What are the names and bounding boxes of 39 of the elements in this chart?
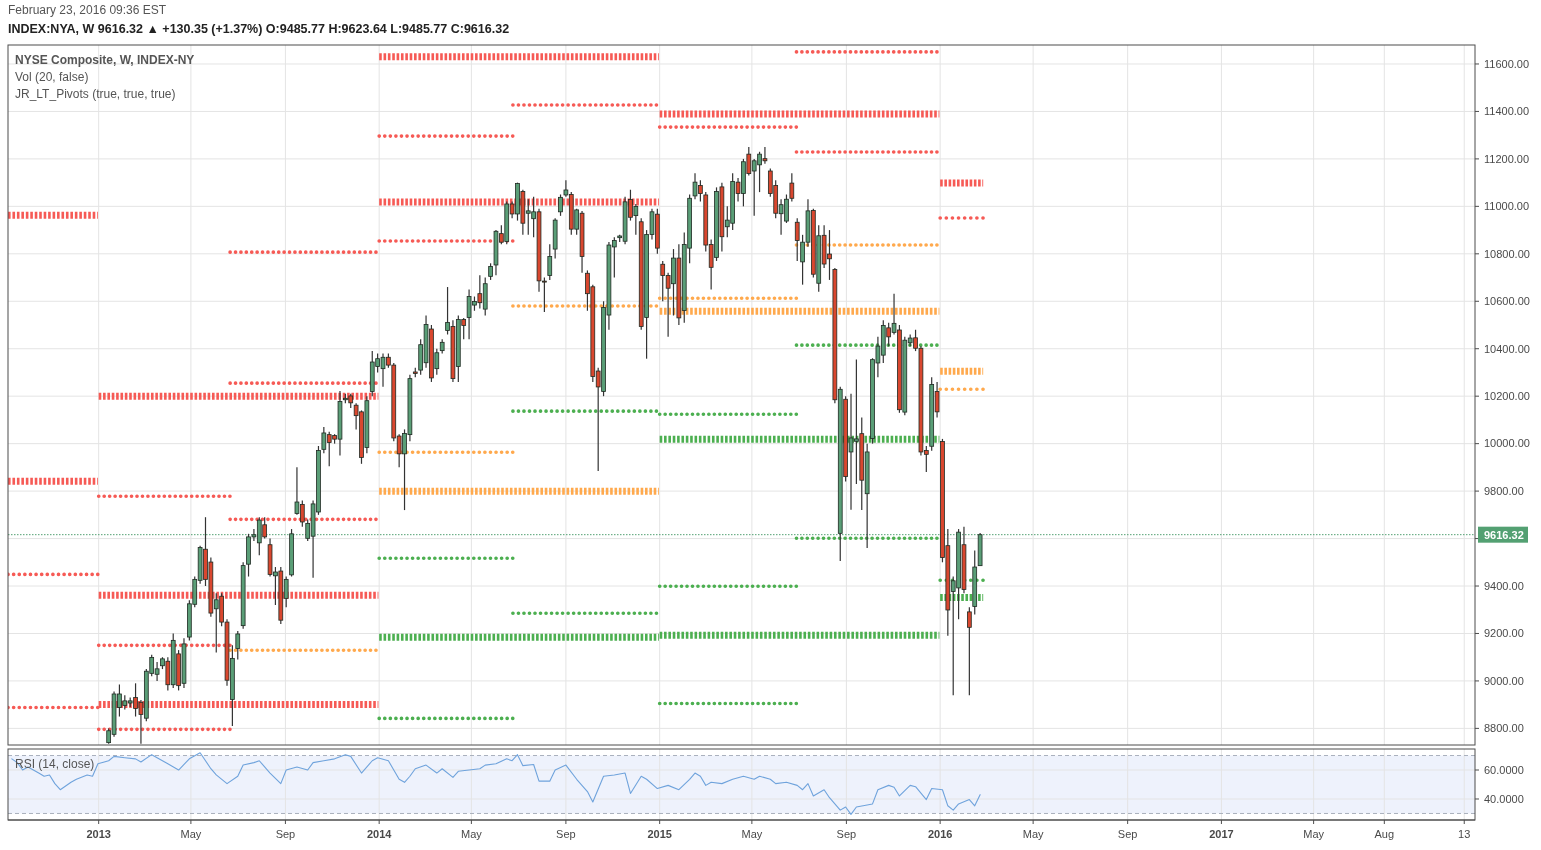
x-tick-label: May: [1303, 828, 1325, 840]
y-tick-label: 10200.00: [1484, 390, 1530, 403]
x-tick-label: Aug: [1374, 828, 1395, 840]
x-tick-label: Sep: [1117, 828, 1138, 840]
y-tick-label: 9800.00: [1484, 484, 1524, 497]
text: February 23, 2016 09:36 EST: [8, 3, 167, 17]
annotation: Vol (20, false): [15, 70, 89, 84]
x-tick-label: 2014: [366, 828, 393, 840]
y-tick-label: 11200.00: [1484, 152, 1530, 165]
text: NYSE Composite, W, INDEX-NY: [15, 53, 195, 67]
y-tick-label: 8800.00: [1484, 722, 1524, 735]
x-tick-label: May: [180, 828, 202, 840]
x-tick-label: Sep: [836, 828, 857, 840]
y-tick-label: 9200.00: [1484, 627, 1524, 640]
y-tick-label: 10400.00: [1484, 342, 1530, 355]
annotation: JR_LT_Pivots (true, true, true): [15, 87, 176, 101]
y-tick-label: 40.0000: [1484, 792, 1524, 805]
y-tick-label: 9400.00: [1484, 579, 1524, 592]
x-tick-label: 13: [1458, 828, 1471, 840]
y-tick-label: 10800.00: [1484, 247, 1530, 260]
ref-line-label: 9616.32: [1484, 528, 1524, 541]
x-tick-label: 2016: [927, 828, 953, 840]
x-tick-label: May: [460, 828, 483, 840]
chart-title: INDEX:NYA, W 9616.32 ▲ +130.35 (+1.37%) O:9485.77 H:9623.64 L:9485.77 C:9616.32: [8, 22, 510, 36]
x-tick-label: Sep: [556, 828, 576, 840]
y-tick-label: 9000.00: [1484, 674, 1524, 687]
y-tick-label: 10000.00: [1484, 437, 1530, 450]
text: RSI (14, close): [15, 757, 95, 771]
x-tick-label: May: [741, 828, 763, 840]
y-tick-label: 11400.00: [1484, 105, 1530, 118]
x-tick-label: 2013: [86, 828, 111, 840]
y-tick-label: 60.0000: [1484, 763, 1524, 776]
y-tick-label: 11600.00: [1484, 57, 1530, 70]
x-tick-label: Sep: [275, 828, 296, 840]
x-tick-label: 2015: [647, 828, 672, 840]
y-tick-label: 10600.00: [1484, 295, 1530, 308]
y-tick-label: 11000.00: [1484, 200, 1530, 213]
x-tick-label: May: [1022, 828, 1045, 840]
x-tick-label: 2017: [1209, 828, 1234, 840]
